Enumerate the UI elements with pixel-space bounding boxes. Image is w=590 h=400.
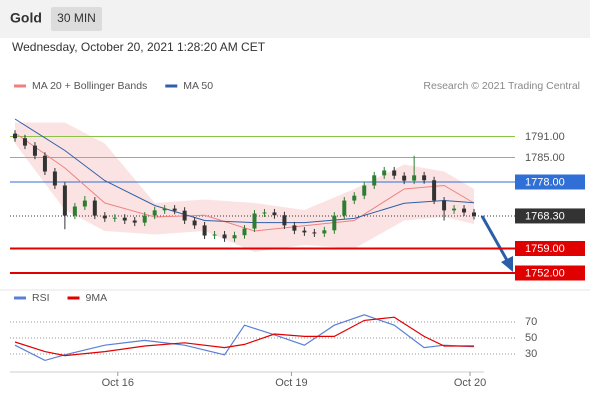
rsi-line	[14, 316, 474, 357]
candle-body	[392, 170, 397, 176]
candle-body	[322, 230, 327, 234]
candle-body	[232, 235, 237, 239]
candle-body	[192, 220, 197, 226]
candle-body	[382, 170, 387, 176]
candle-body	[312, 232, 317, 234]
timeframe[interactable]: 30 MIN	[57, 11, 96, 25]
candle-body	[152, 210, 157, 216]
level-label: 1759.00	[525, 243, 565, 255]
candle-body	[52, 171, 57, 186]
legend-label: MA 20 + Bollinger Bands	[32, 80, 147, 92]
candle-body	[372, 175, 377, 186]
level-label: 1778.00	[525, 176, 565, 188]
candle-body	[222, 234, 227, 239]
candle-body	[212, 234, 217, 236]
credit: Research © 2021 Trading Central	[423, 80, 580, 92]
x-tick-label: Oct 19	[275, 377, 307, 389]
candle-body	[12, 133, 17, 139]
level-label: 1768.30	[525, 210, 565, 222]
candle-body	[202, 225, 207, 236]
datetime: Wednesday, October 20, 2021 1:28:20 AM C…	[12, 40, 266, 54]
candle-body	[432, 180, 437, 201]
candle-body	[402, 175, 407, 181]
candle-body	[462, 208, 467, 213]
candle-body	[472, 212, 477, 216]
candle-body	[72, 206, 77, 216]
legend-label: RSI	[32, 292, 50, 304]
x-tick-label: Oct 16	[102, 377, 134, 389]
candle-body	[352, 195, 357, 201]
legend-label: MA 50	[183, 80, 213, 92]
candle-body	[132, 220, 137, 223]
candle-body	[112, 217, 117, 219]
x-tick-label: Oct 20	[454, 377, 486, 389]
bollinger-band	[15, 122, 474, 252]
rsi-line	[14, 314, 475, 362]
level-label-box	[515, 174, 585, 190]
candle-body	[162, 208, 167, 211]
level-label-box	[515, 241, 585, 256]
target-arrow	[480, 215, 513, 272]
candle-body	[302, 230, 307, 233]
candle-body	[32, 145, 37, 156]
candle-body	[142, 215, 147, 223]
candle-body	[82, 200, 87, 207]
timeframe-button[interactable]	[51, 7, 102, 31]
level-label: 1785.00	[525, 152, 565, 164]
candle-body	[242, 228, 247, 236]
candle-body	[182, 210, 187, 221]
candle-body	[292, 225, 297, 231]
candle-body	[282, 215, 287, 226]
candle-body	[342, 200, 347, 216]
candle-body	[102, 215, 107, 219]
level-label-box	[515, 208, 585, 224]
candle-body	[442, 200, 447, 211]
candle-body	[452, 208, 457, 211]
level-label-box	[515, 265, 585, 281]
candle-body	[252, 213, 257, 229]
level-label: 1752.00	[525, 267, 565, 279]
candle-body	[92, 200, 97, 216]
candle-body	[332, 215, 337, 231]
candle-body	[42, 155, 47, 172]
legend-label: 9MA	[86, 292, 108, 304]
candle-body	[262, 212, 267, 214]
level-label: 1791.00	[525, 131, 565, 143]
y-tick-label: 30	[525, 348, 537, 360]
candle-body	[172, 208, 177, 211]
y-tick-label: 50	[525, 332, 537, 344]
candle-body	[362, 185, 367, 196]
candle-body	[422, 175, 427, 181]
symbol: Gold	[10, 10, 42, 26]
candle-body	[22, 138, 27, 146]
y-tick-label: 70	[525, 316, 537, 328]
candle-body	[412, 175, 417, 181]
candle-body	[122, 217, 127, 221]
candle-body	[272, 212, 277, 216]
candle-body	[62, 185, 67, 216]
